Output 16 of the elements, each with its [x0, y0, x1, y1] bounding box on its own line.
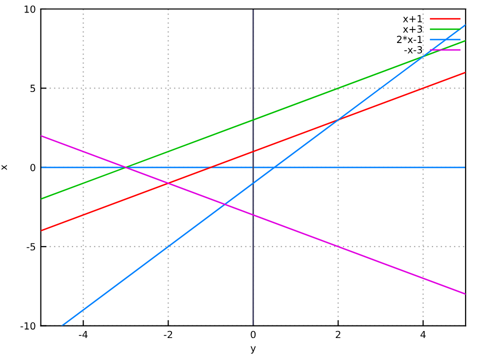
x-tick-label: -2 — [164, 330, 172, 338]
legend-label: 2*x-1 — [397, 36, 422, 43]
y-tick-label: -5 — [26, 243, 36, 250]
x-tick-label: 2 — [336, 330, 340, 338]
y-tick-label: 10 — [24, 5, 36, 13]
x-axis-title: y — [250, 346, 256, 354]
y-tick-label: 5 — [30, 84, 36, 92]
x-tick-label: 0 — [250, 330, 256, 338]
legend-label: x+1 — [403, 15, 422, 22]
x-tick-label: 4 — [420, 330, 426, 338]
legend-label: -x-3 — [404, 46, 422, 54]
x-tick-label: -4 — [78, 330, 88, 338]
y-axis-title: x — [2, 164, 7, 170]
y-tick-label: 0 — [30, 164, 36, 172]
y-tick-label: -10 — [20, 322, 36, 330]
legend-label: x+3 — [403, 25, 422, 33]
